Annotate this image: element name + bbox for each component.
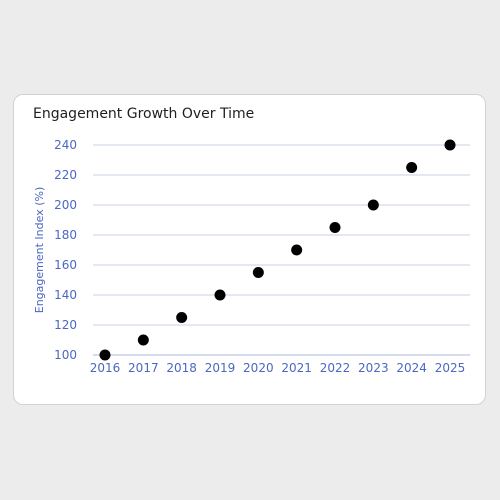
x-tick-label: 2021 xyxy=(281,361,312,375)
x-tick-labels: 2016 2017 2018 2019 2020 2021 2022 2023 2024 2025 xyxy=(90,361,466,375)
data-point-2017 xyxy=(137,334,149,346)
data-point-2024 xyxy=(406,162,418,173)
y-tick-label: 180 xyxy=(54,228,77,242)
data-point-2021 xyxy=(291,244,303,256)
y-tick-label: 240 xyxy=(54,138,77,152)
x-tick-label: 2016 xyxy=(90,361,121,375)
x-tick-label: 2020 xyxy=(243,361,274,375)
data-point-2025 xyxy=(444,139,456,151)
y-tick-label: 200 xyxy=(54,198,77,212)
x-tick-label: 2024 xyxy=(396,361,427,375)
y-tick-label: 220 xyxy=(54,168,77,182)
chart-card: Engagement Growth Over Time 100 120 140 160… xyxy=(13,94,486,405)
y-tick-label: 140 xyxy=(54,288,77,302)
data-point-2020 xyxy=(252,267,264,278)
x-tick-label: 2022 xyxy=(320,361,351,375)
x-tick-label: 2017 xyxy=(128,361,159,375)
y-tick-label: 120 xyxy=(54,318,77,332)
grid-layer xyxy=(93,144,470,356)
y-axis-label: Engagement Index (%) xyxy=(33,187,46,313)
data-point-2018 xyxy=(176,312,188,323)
x-tick-label: 2023 xyxy=(358,361,389,375)
data-point-2022 xyxy=(329,222,341,233)
y-tick-labels: 100 120 140 160 180 200 220 240 xyxy=(54,138,77,362)
chart-title: Engagement Growth Over Time xyxy=(33,106,255,122)
y-tick-label: 100 xyxy=(54,348,77,362)
data-point-2023 xyxy=(367,199,379,211)
data-point-2016 xyxy=(99,349,111,361)
data-point-2019 xyxy=(214,289,226,301)
x-tick-label: 2018 xyxy=(166,361,197,375)
data-points xyxy=(99,139,456,361)
x-tick-label: 2019 xyxy=(205,361,236,375)
x-tick-label: 2025 xyxy=(435,361,466,375)
y-tick-label: 160 xyxy=(54,258,77,272)
